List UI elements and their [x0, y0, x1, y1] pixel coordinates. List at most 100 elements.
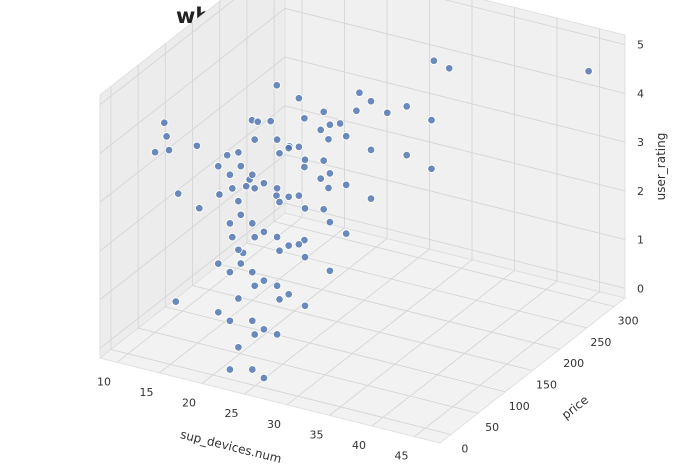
data-point: [366, 145, 376, 155]
data-point: [341, 229, 351, 238]
data-point: [236, 161, 246, 171]
data-point: [325, 120, 335, 129]
x-axis-label: sup_devices.num: [179, 427, 283, 466]
y-tick-label: 250: [590, 336, 611, 349]
x-tick-label: 20: [182, 397, 196, 410]
data-point: [248, 267, 257, 277]
data-point: [234, 148, 243, 157]
data-point: [173, 189, 183, 198]
x-tick-label: 10: [97, 375, 111, 388]
data-point: [214, 259, 223, 268]
data-point: [228, 232, 237, 242]
data-point: [192, 141, 202, 151]
data-point: [171, 297, 181, 306]
data-point: [275, 295, 284, 304]
data-point: [335, 119, 345, 128]
data-point: [222, 150, 232, 160]
data-point: [225, 219, 235, 228]
data-point: [402, 150, 411, 160]
data-point: [272, 184, 282, 193]
data-point: [429, 56, 439, 65]
data-point: [236, 259, 246, 268]
data-point: [300, 114, 309, 123]
y-tick-label: 100: [509, 400, 530, 413]
data-point: [259, 227, 269, 237]
x-tick-label: 25: [225, 407, 239, 420]
grid-line-x: [329, 7, 515, 416]
data-point: [294, 93, 304, 103]
data-point: [248, 316, 257, 326]
data-point: [427, 164, 436, 174]
grid-line-y: [164, 43, 506, 393]
data-point: [225, 365, 235, 374]
grid-line-x: [201, 0, 388, 384]
x-tick-label: 45: [395, 450, 409, 463]
z-tick-label: 4: [637, 87, 644, 100]
data-point: [427, 115, 436, 125]
data-point: [324, 183, 333, 193]
data-point: [341, 180, 351, 190]
y-tick-label: 50: [485, 421, 499, 434]
data-point: [284, 241, 293, 250]
data-point: [284, 192, 293, 202]
data-point: [300, 162, 309, 172]
data-point: [250, 184, 259, 193]
data-point: [319, 107, 328, 117]
data-point: [284, 290, 293, 299]
data-point: [272, 330, 282, 339]
grid-line-y: [137, 65, 479, 414]
axis-panes: [98, 0, 627, 444]
data-point: [341, 131, 351, 141]
grid-line-y: [110, 86, 452, 435]
grid-line-z: [99, 202, 626, 349]
data-point: [164, 145, 174, 155]
grid-line-z: [99, 56, 626, 203]
data-point: [253, 117, 263, 126]
y-tick-label: 150: [536, 379, 557, 392]
data-point: [275, 197, 284, 207]
data-point: [225, 170, 235, 179]
data-point: [236, 210, 246, 220]
data-point: [248, 365, 257, 374]
data-point: [259, 178, 269, 188]
data-point: [250, 281, 259, 291]
data-point: [383, 108, 392, 118]
data-point: [250, 330, 259, 339]
data-point: [234, 294, 243, 303]
y-axis-label: price: [559, 393, 591, 422]
data-point: [160, 118, 169, 127]
data-point: [325, 169, 335, 178]
data-point: [250, 135, 259, 144]
data-point: [234, 196, 243, 206]
data-point: [259, 276, 269, 285]
data-point: [272, 135, 282, 144]
data-point: [272, 80, 282, 90]
data-point: [300, 204, 310, 213]
data-point: [444, 64, 454, 73]
data-point: [195, 203, 204, 213]
grid-line-x: [371, 18, 558, 427]
y-tick-label: 300: [618, 315, 639, 328]
data-point: [272, 281, 282, 290]
data-point: [584, 66, 593, 76]
grid-line-z: [99, 105, 626, 252]
data-point: [366, 96, 376, 106]
data-point: [319, 205, 328, 214]
grid-line-x: [414, 28, 600, 437]
data-point: [300, 301, 310, 311]
x-tick-label: 30: [267, 418, 281, 431]
data-point: [300, 155, 310, 164]
data-point: [294, 240, 304, 249]
data-point: [228, 184, 237, 193]
data-point: [325, 217, 335, 227]
data-point: [325, 266, 335, 276]
data-point: [352, 106, 361, 115]
grid-line-x: [244, 0, 430, 395]
data-point: [284, 143, 293, 153]
data-point: [234, 245, 243, 255]
grid-line-z: [99, 0, 626, 106]
data-point: [402, 102, 411, 111]
data-point: [294, 191, 304, 200]
data-point: [241, 181, 251, 191]
